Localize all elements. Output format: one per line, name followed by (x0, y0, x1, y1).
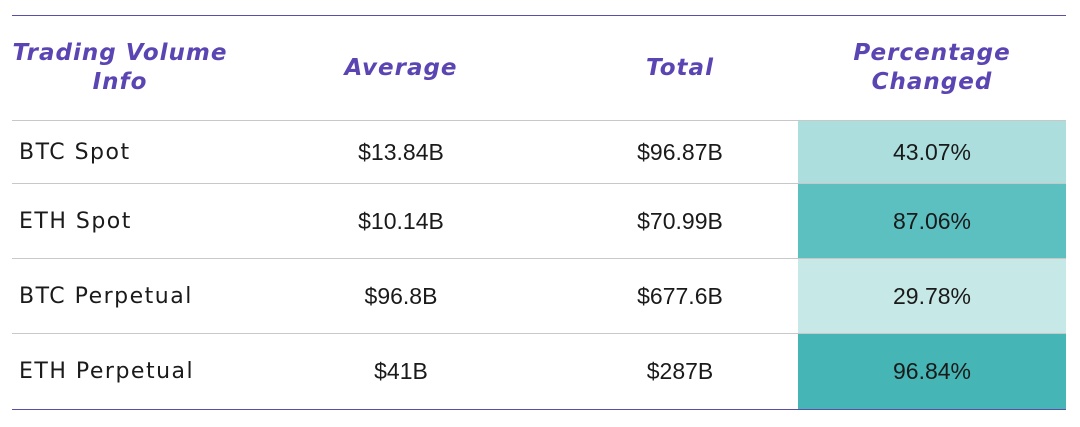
percentage-cell: 43.07% (798, 120, 1066, 184)
total-cell: $96.87B (637, 138, 723, 165)
table-row: BTC Spot $13.84B $96.87B 43.07% (12, 120, 1066, 184)
header-row: Trading Volume Info Average Total Percent… (12, 15, 1066, 121)
row-label: BTC Spot (19, 139, 131, 165)
average-cell: $10.14B (358, 207, 444, 234)
row-label: BTC Perpetual (19, 283, 193, 309)
header-trading-volume-info: Trading Volume Info (12, 40, 228, 95)
percentage-cell: 87.06% (798, 183, 1066, 259)
row-label: ETH Perpetual (19, 359, 195, 384)
average-cell: $96.8B (364, 282, 438, 309)
total-cell: $287B (646, 358, 714, 384)
percentage-cell: 96.84% (798, 333, 1066, 410)
header-total: Total (646, 54, 714, 81)
table-row: ETH Spot $10.14B $70.99B 87.06% (12, 183, 1066, 259)
trading-volume-table: Trading Volume Info Average Total Percent… (12, 15, 1066, 410)
table-row: BTC Perpetual $96.8B $677.6B 29.78% (12, 258, 1066, 334)
header-percentage-changed: Percentage Changed (853, 40, 1011, 95)
row-label: ETH Spot (19, 208, 132, 234)
total-cell: $70.99B (637, 207, 723, 234)
average-cell: $41B (374, 358, 428, 384)
header-average: Average (344, 54, 458, 81)
percentage-cell: 29.78% (798, 258, 1066, 334)
average-cell: $13.84B (358, 138, 444, 165)
table-row: ETH Perpetual $41B $287B 96.84% (12, 333, 1066, 410)
total-cell: $677.6B (637, 282, 723, 309)
